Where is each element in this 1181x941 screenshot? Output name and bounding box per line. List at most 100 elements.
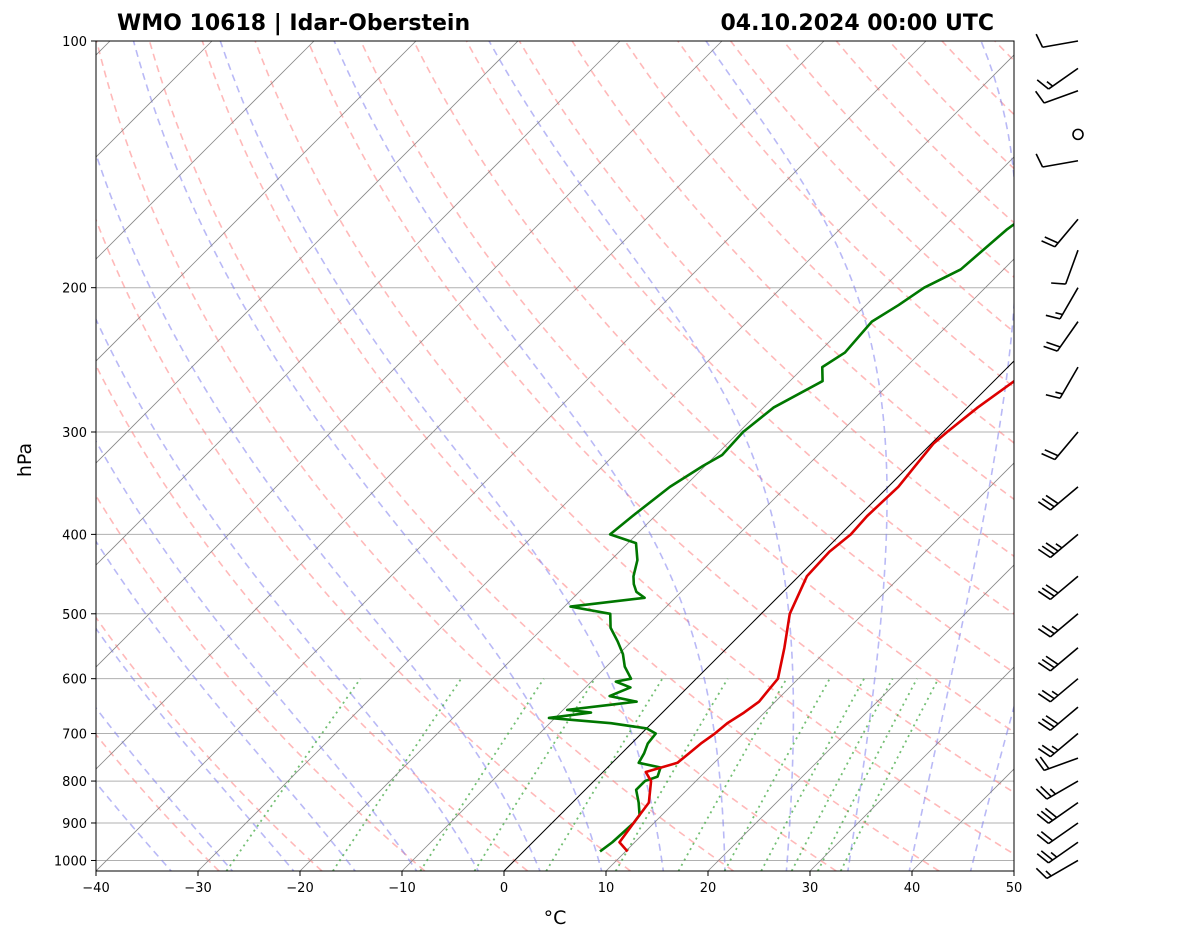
moist-adiabat-line: [96, 317, 480, 871]
barb-feather: [1035, 153, 1044, 168]
barb-feather: [1041, 718, 1055, 728]
wind-barb: [1041, 431, 1079, 461]
plot-frame: [95, 40, 1015, 872]
barb-feather: [1036, 79, 1050, 90]
y-tick-label: 700: [62, 728, 87, 743]
isotherm-line: [809, 666, 1014, 871]
barb-feather: [1043, 345, 1058, 352]
barb-feather: [1037, 548, 1051, 559]
barb-half-feather: [1055, 391, 1063, 395]
barb-feather: [1041, 587, 1055, 597]
barb-shaft: [1046, 780, 1079, 800]
wind-barbs: [1034, 33, 1084, 880]
wind-barb: [1035, 859, 1079, 880]
mixing-ratio-line: [545, 678, 664, 871]
barb-half-feather: [1050, 851, 1058, 858]
barb-feather: [1040, 850, 1054, 861]
barb-feather: [1041, 624, 1055, 635]
barb-feather: [1036, 813, 1050, 824]
wind-barb: [1037, 647, 1079, 672]
barb-feather: [1044, 236, 1059, 244]
barb-feather: [1045, 542, 1059, 552]
barb-half-feather: [1049, 788, 1057, 795]
isotherm-line: [96, 41, 315, 260]
x-tick-label: 30: [802, 881, 819, 896]
barb-feather: [1036, 853, 1050, 864]
wind-barb: [1043, 321, 1079, 352]
y-tick-label: 300: [62, 426, 87, 441]
barb-feather: [1045, 314, 1061, 320]
barb-shaft: [1049, 486, 1079, 511]
barb-feather: [1045, 655, 1059, 666]
moist-adiabat-line: [96, 627, 295, 871]
dry-adiabat-line: [624, 41, 1014, 444]
barb-shaft: [1043, 89, 1079, 104]
barb-half-feather: [1046, 80, 1054, 87]
chart-title-right: 04.10.2024 00:00 UTC: [720, 11, 994, 36]
zero-isotherm-line: [503, 360, 1014, 871]
x-tick-label: −10: [388, 881, 415, 896]
wind-barb: [1034, 756, 1079, 772]
y-tick-label: 1000: [54, 854, 87, 869]
pressure-gridlines: [96, 40, 1014, 861]
moist-adiabat-line: [96, 151, 541, 871]
barb-feather: [1035, 788, 1048, 800]
isotherm-line: [96, 41, 825, 770]
moist-adiabat-line: [908, 41, 1014, 871]
x-axis-ticks: −40 −30 −20 −10 0 10 20 30 40 50: [82, 871, 1022, 896]
barb-shaft: [1048, 801, 1079, 824]
barb-feather: [1044, 807, 1058, 819]
isotherm-line: [197, 54, 1014, 871]
barb-feather: [1041, 744, 1055, 755]
barb-shaft: [1049, 732, 1079, 758]
x-tick-label: −20: [286, 881, 313, 896]
wind-barb: [1045, 287, 1079, 320]
dry-adiabat-line: [96, 217, 631, 871]
barb-shaft: [1048, 67, 1079, 90]
barb-feather: [1041, 545, 1055, 555]
wind-barb: [1037, 533, 1079, 559]
calm-circle: [1072, 128, 1084, 141]
x-tick-label: 40: [904, 881, 921, 896]
y-tick-label: 800: [62, 775, 87, 790]
barb-shaft: [1064, 249, 1079, 285]
barb-feather: [1051, 282, 1066, 285]
mixing-ratio-line: [225, 678, 362, 871]
barb-feather: [1041, 240, 1056, 248]
dry-adiabat-line: [465, 41, 1014, 615]
dry-adiabat-line: [96, 363, 529, 871]
moist-adiabat-line: [705, 41, 888, 871]
dry-adiabat-line: [148, 41, 837, 871]
x-tick-label: 10: [598, 881, 615, 896]
moist-adiabat-line: [132, 41, 603, 871]
barb-shaft: [1049, 575, 1079, 601]
barb-shaft: [1049, 647, 1079, 672]
barb-feather: [1035, 33, 1044, 48]
barb-shaft: [1046, 859, 1079, 880]
y-tick-label: 500: [62, 608, 87, 623]
dry-adiabat-line: [360, 41, 1014, 733]
wind-barb: [1035, 153, 1079, 168]
x-tick-label: −30: [184, 881, 211, 896]
mixing-ratio-line: [332, 678, 462, 871]
barb-feather: [1040, 810, 1054, 822]
x-tick-label: 0: [500, 881, 508, 896]
dewpoint-line: [547, 222, 1014, 853]
y-tick-label: 400: [62, 528, 87, 543]
barb-feather: [1046, 341, 1061, 348]
barb-feather: [1035, 867, 1048, 880]
barb-shaft: [1054, 218, 1079, 248]
x-tick-label: 50: [1006, 881, 1023, 896]
moist-adiabats: [96, 41, 1014, 871]
barb-feather: [1034, 758, 1045, 771]
barb-feather: [1044, 449, 1059, 457]
wind-barb: [1036, 822, 1079, 845]
barb-feather: [1039, 756, 1050, 770]
barb-feather: [1037, 721, 1051, 731]
mixing-ratio-lines: [225, 678, 940, 871]
temperature-line: [618, 379, 1014, 853]
isotherms: [96, 41, 1014, 871]
barb-shaft: [1056, 321, 1079, 352]
